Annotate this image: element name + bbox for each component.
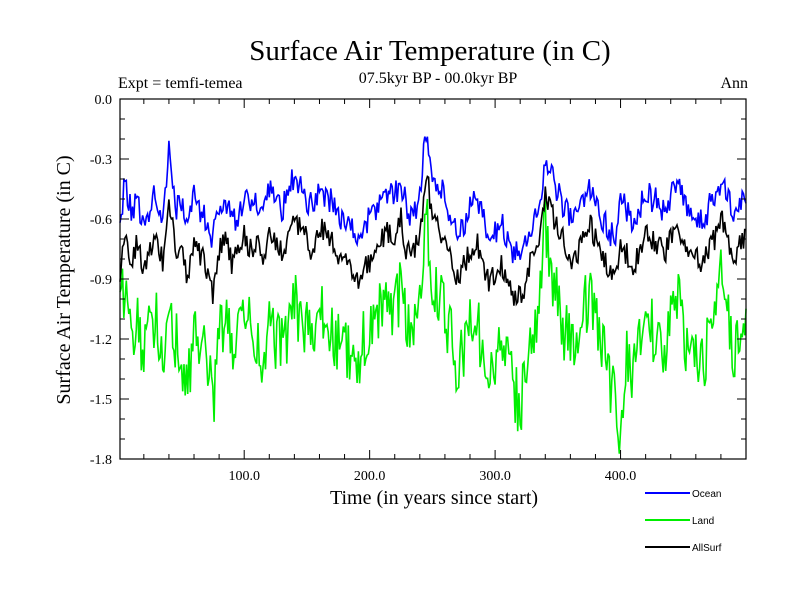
y-tick-label: -0.3	[90, 153, 112, 168]
legend-label-land: Land	[692, 516, 714, 527]
x-tick-label: 400.0	[605, 469, 637, 484]
y-tick-label: -1.8	[90, 453, 112, 468]
plot-area	[120, 99, 746, 459]
plot-background	[120, 99, 746, 459]
series-line-allsurf	[119, 175, 746, 307]
x-tick-label: 100.0	[228, 469, 260, 484]
x-tick-label: 200.0	[354, 469, 386, 484]
axes-layer: 0.0 -0.3 -0.6 -0.9 -1.2 -1.5 -1.8 100.0 200.0 300…	[90, 93, 747, 484]
legend: Ocean Land AllSurf	[645, 489, 722, 554]
y-tick-label: 0.0	[95, 93, 113, 108]
chart-subtitle: 07.5kyr BP - 00.0kyr BP	[359, 70, 518, 87]
y-tick-label: -1.2	[90, 333, 112, 348]
y-tick-label: -0.6	[90, 213, 112, 228]
legend-label-allsurf: AllSurf	[692, 543, 722, 554]
x-tick-label: 300.0	[479, 469, 511, 484]
legend-label-ocean: Ocean	[692, 489, 721, 500]
y-tick-label: -1.5	[90, 393, 112, 408]
season-label: Ann	[720, 75, 748, 92]
expt-label: Expt = temfi-temea	[118, 75, 243, 92]
x-axis-label: Time (in years since start)	[330, 487, 538, 509]
series-layer	[119, 136, 747, 454]
series-line-ocean	[119, 136, 747, 264]
y-tick-label: -0.9	[90, 273, 112, 288]
chart-title: Surface Air Temperature (in C)	[249, 35, 610, 67]
series-line-land	[119, 198, 747, 454]
y-axis-label: Surface Air Temperature (in C)	[53, 155, 75, 404]
